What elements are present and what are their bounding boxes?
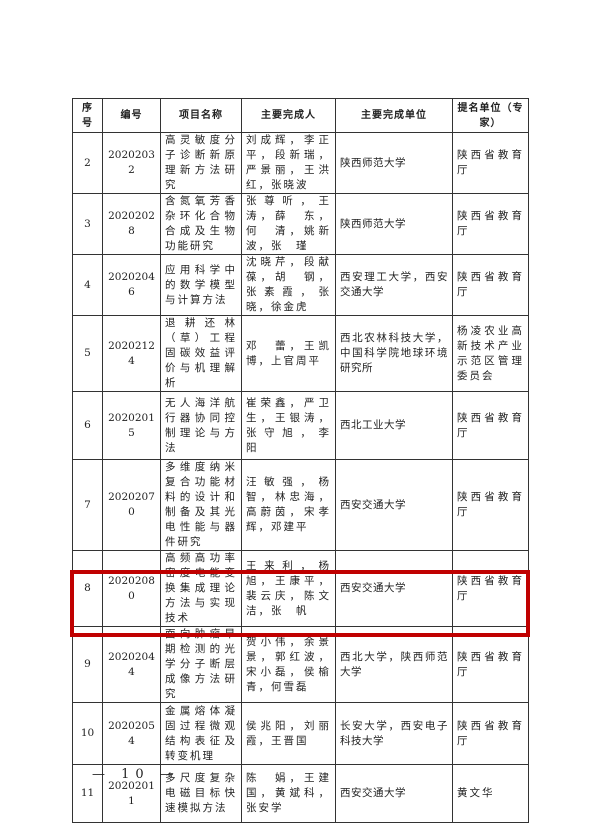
row-code: 20202046: [102, 254, 161, 316]
nominating-unit: 杨凌农业高新技术产业示范区管理委员会: [452, 315, 529, 392]
row-code: 20202044: [102, 626, 161, 703]
table-row: 11 20202011 多尺度复杂电磁目标快速模拟方法陈 娟，王建国，黄斌科，张安学…: [72, 764, 529, 823]
header-no: 序号: [72, 98, 103, 133]
project-name: 无人海洋航行器协同控制理论与方法: [160, 391, 242, 460]
project-name: 退耕还林（草）工程固碳效益评价与机理解析: [160, 315, 242, 392]
row-code: 20202015: [102, 391, 161, 460]
nominating-unit: 陕西省教育厅: [452, 391, 529, 460]
nominating-unit: 黄文华: [452, 764, 529, 823]
row-code: 20202028: [102, 193, 161, 255]
main-units: 西安交通大学: [335, 550, 453, 627]
main-units: 西安理工大学，西安交通大学: [335, 254, 453, 316]
row-number: 2: [72, 132, 103, 194]
project-name: 金属熔体凝固过程微观结构表征及转变机理: [160, 702, 242, 765]
main-units: 西安交通大学: [335, 764, 453, 823]
project-name: 含氮氧芳香杂环化合物合成及生物功能研究: [160, 193, 242, 255]
main-contributors: 邓 蕾，王凯博，上官周平: [241, 315, 336, 392]
table-row: 7 20202070 多维度纳米复合功能材料的设计和制备及其光电性能与器件研究 汪敏强…: [72, 459, 529, 551]
row-code: 20202032: [102, 132, 161, 194]
table-row: 8 20202080 高频高功率密度电能变换集成理论方法与实现技术 王来利，杨 旭，王…: [72, 550, 529, 627]
main-contributors: 王来利，杨 旭，王康平，裴云庆，陈文洁，张 帆: [241, 550, 342, 627]
header-nominator: 提名单位（专家）: [452, 98, 529, 133]
row-number: 11: [72, 764, 103, 823]
page-number: — 10 —: [92, 767, 179, 782]
table-row: 3 20202028 含氮氧芳香杂环化合物合成及生物功能研究 张尊听，王 涛，薛 东，…: [72, 193, 529, 255]
row-code: 20202011: [102, 764, 161, 823]
row-number: 9: [72, 626, 103, 703]
main-units: 西安交通大学: [335, 459, 453, 551]
table-row: 4 20202046 应用科学中的数学模型与计算方法 沈晓芹，段献葆，胡 钢，张素霞，…: [72, 254, 529, 316]
row-number: 10: [72, 702, 103, 765]
nominating-unit: 陕西省教育厅: [452, 626, 529, 703]
nominating-unit: 陕西省教育厅: [452, 193, 529, 255]
row-number: 5: [72, 315, 103, 392]
project-name: 多尺度复杂电磁目标快速模拟方法: [160, 764, 242, 823]
project-name: 高灵敏度分子诊断新原理新方法研究: [160, 132, 242, 194]
nominating-unit: 陕西省教育厅: [452, 702, 529, 765]
row-number: 4: [72, 254, 103, 316]
row-code: 20202070: [102, 459, 161, 551]
main-units: 西北工业大学: [335, 391, 453, 460]
table-header: 序号 编号 项目名称 主要完成人 主要完成单位 提名单位（专家）: [72, 98, 529, 133]
row-number: 3: [72, 193, 103, 255]
row-number: 8: [72, 550, 103, 627]
row-code: 20202054: [102, 702, 161, 765]
main-contributors: 侯兆阳，刘丽霞，王晋国: [241, 702, 336, 765]
nominating-unit: 陕西省教育厅: [452, 132, 529, 194]
main-contributors: 贺小伟，余景景，郭红波，宋小磊，侯榆青，何雪磊: [241, 626, 336, 703]
nominating-unit: 陕西省教育厅: [452, 550, 529, 627]
header-people: 主要完成人: [241, 98, 336, 133]
project-name: 多维度纳米复合功能材料的设计和制备及其光电性能与器件研究: [160, 459, 242, 551]
award-table: 序号 编号 项目名称 主要完成人 主要完成单位 提名单位（专家） 2 202020…: [72, 98, 529, 823]
table-row: 5 20202124 退耕还林（草）工程固碳效益评价与机理解析邓 蕾，王凯博，上官周…: [72, 315, 529, 392]
row-code: 20202080: [102, 550, 161, 627]
header-name: 项目名称: [160, 98, 242, 133]
main-contributors: 沈晓芹，段献葆，胡 钢，张素霞，张 晓，徐金虎: [241, 254, 342, 316]
nominating-unit: 陕西省教育厅: [452, 254, 529, 316]
row-number: 7: [72, 459, 103, 551]
main-units: 长安大学，西安电子科技大学: [335, 702, 453, 765]
table-row: 6 20202015 无人海洋航行器协同控制理论与方法 崔荣鑫，严卫生，王银涛，张守旭…: [72, 391, 529, 460]
main-contributors: 崔荣鑫，严卫生，王银涛，张守旭，李 阳: [241, 391, 342, 460]
table-row: 10 20202054 金属熔体凝固过程微观结构表征及转变机理 侯兆阳，刘丽霞，王晋国…: [72, 702, 529, 765]
project-name: 应用科学中的数学模型与计算方法: [160, 254, 242, 316]
main-contributors: 陈 娟，王建国，黄斌科，张安学: [241, 764, 336, 823]
project-name: 高频高功率密度电能变换集成理论方法与实现技术: [160, 550, 242, 627]
main-contributors: 汪敏强，杨 智，林忠海，高蔚茵，宋孝辉，邓建平: [241, 459, 342, 551]
main-contributors: 刘成辉，李正平，段新瑞，严景丽，王洪红，张晓波: [241, 132, 336, 194]
main-contributors: 张尊听，王 涛，薛 东，何 清，姚新波，张 瑾: [241, 193, 342, 255]
project-name: 面向肿瘤早期检测的光学分子断层成像方法研究: [160, 626, 242, 703]
main-units: 西北大学，陕西师范大学: [335, 626, 453, 703]
row-number: 6: [72, 391, 103, 460]
header-code: 编号: [102, 98, 161, 133]
nominating-unit: 陕西省教育厅: [452, 459, 529, 551]
main-units: 陕西师范大学: [335, 193, 453, 255]
table-row: 9 20202044 面向肿瘤早期检测的光学分子断层成像方法研究 贺小伟，余景景，郭红…: [72, 626, 529, 703]
main-units: 西北农林科技大学，中国科学院地球环境研究所: [335, 315, 453, 392]
row-code: 20202124: [102, 315, 161, 392]
header-unit: 主要完成单位: [335, 98, 453, 133]
table-row: 2 20202032 高灵敏度分子诊断新原理新方法研究 刘成辉，李正平，段新瑞，严景丽…: [72, 132, 529, 194]
main-units: 陕西师范大学: [335, 132, 453, 194]
